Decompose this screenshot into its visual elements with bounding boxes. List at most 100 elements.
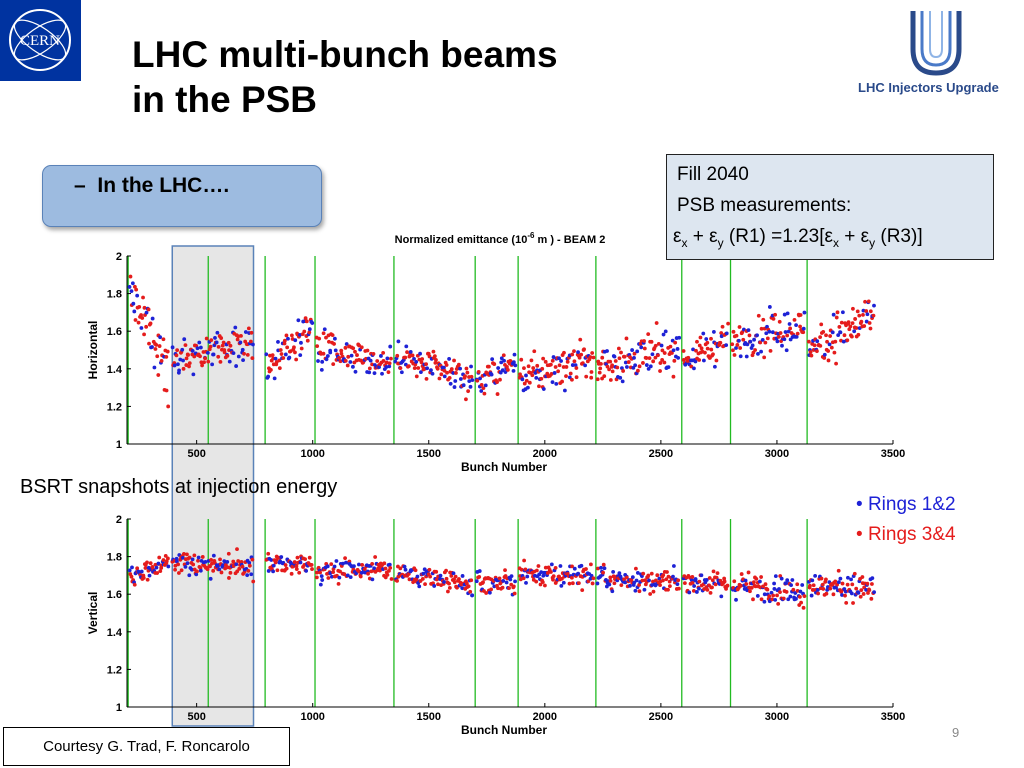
- data-point: [345, 363, 350, 368]
- data-point: [135, 566, 140, 571]
- data-point: [251, 342, 255, 347]
- data-point: [548, 362, 553, 367]
- data-point: [359, 570, 364, 575]
- data-point: [410, 353, 415, 358]
- data-point: [564, 374, 568, 379]
- data-point: [370, 561, 375, 566]
- data-point: [486, 364, 491, 369]
- data-point: [767, 329, 772, 334]
- title-line-2: in the PSB: [132, 79, 318, 121]
- data-point: [296, 318, 301, 323]
- data-point: [155, 354, 160, 359]
- data-point: [218, 557, 222, 562]
- data-point: [453, 379, 458, 383]
- eps-symbol: ε: [673, 226, 682, 247]
- data-point: [778, 590, 782, 595]
- y-tick-label: 1.2: [107, 401, 122, 413]
- cern-logo-text: CERN: [20, 33, 60, 49]
- data-point: [767, 594, 772, 599]
- data-point: [831, 592, 836, 597]
- data-point: [711, 352, 715, 357]
- data-point: [329, 574, 334, 579]
- data-point: [208, 344, 213, 349]
- data-point: [562, 350, 566, 355]
- data-point: [437, 376, 442, 381]
- data-point: [309, 562, 314, 567]
- data-point: [844, 600, 849, 605]
- data-point: [691, 588, 696, 593]
- data-point: [667, 579, 672, 584]
- data-point: [279, 555, 284, 559]
- data-point: [769, 590, 774, 595]
- data-point: [569, 575, 574, 580]
- data-point: [236, 334, 241, 339]
- data-point: [303, 557, 307, 562]
- data-point: [343, 556, 347, 561]
- data-point: [534, 568, 539, 573]
- data-point: [206, 359, 211, 364]
- data-point: [191, 372, 196, 377]
- data-point: [155, 571, 160, 575]
- data-point: [447, 585, 452, 590]
- data-point: [776, 601, 781, 606]
- data-point: [321, 331, 326, 336]
- data-point: [496, 366, 501, 370]
- data-point: [419, 370, 423, 375]
- data-point: [690, 580, 695, 585]
- data-point: [850, 321, 855, 326]
- data-point: [236, 559, 241, 563]
- data-point: [789, 583, 793, 587]
- data-point: [734, 333, 739, 338]
- data-point: [233, 325, 238, 330]
- data-point: [565, 359, 570, 364]
- injection-highlight-box: [171, 245, 255, 727]
- data-point: [602, 566, 607, 571]
- data-point: [282, 341, 287, 346]
- data-point: [665, 570, 669, 574]
- data-point: [326, 576, 331, 580]
- data-point: [642, 339, 646, 343]
- data-point: [174, 353, 179, 358]
- data-point: [660, 358, 665, 362]
- data-point: [387, 364, 392, 369]
- data-point: [580, 588, 585, 593]
- data-point: [824, 333, 828, 338]
- data-point: [402, 564, 407, 569]
- data-point: [451, 571, 456, 576]
- data-point: [559, 583, 564, 588]
- data-point: [597, 370, 602, 375]
- data-point: [177, 571, 181, 575]
- data-point: [662, 351, 667, 355]
- data-point: [220, 343, 225, 348]
- data-point: [210, 561, 214, 566]
- data-point: [520, 377, 525, 382]
- data-point: [315, 570, 319, 575]
- data-point: [651, 579, 655, 584]
- data-point: [292, 345, 296, 350]
- data-point: [241, 358, 245, 363]
- data-point: [864, 309, 869, 313]
- data-point: [393, 359, 398, 364]
- data-point: [319, 367, 324, 372]
- data-point: [456, 362, 461, 367]
- data-point: [192, 354, 197, 359]
- data-point: [558, 564, 563, 568]
- data-point: [307, 330, 312, 335]
- data-point: [539, 570, 544, 575]
- data-point: [676, 578, 681, 583]
- data-point: [226, 340, 231, 345]
- data-point: [182, 337, 187, 342]
- data-point: [821, 587, 826, 591]
- data-point: [289, 571, 294, 576]
- data-point: [408, 349, 413, 354]
- data-point: [142, 305, 147, 310]
- data-point: [196, 555, 201, 560]
- data-point: [304, 319, 309, 324]
- x-tick-label: 1000: [300, 448, 324, 460]
- data-point: [801, 330, 806, 335]
- data-point: [564, 365, 569, 369]
- data-point: [293, 338, 298, 343]
- data-point: [860, 575, 865, 579]
- data-point: [749, 586, 754, 590]
- data-point: [666, 587, 670, 592]
